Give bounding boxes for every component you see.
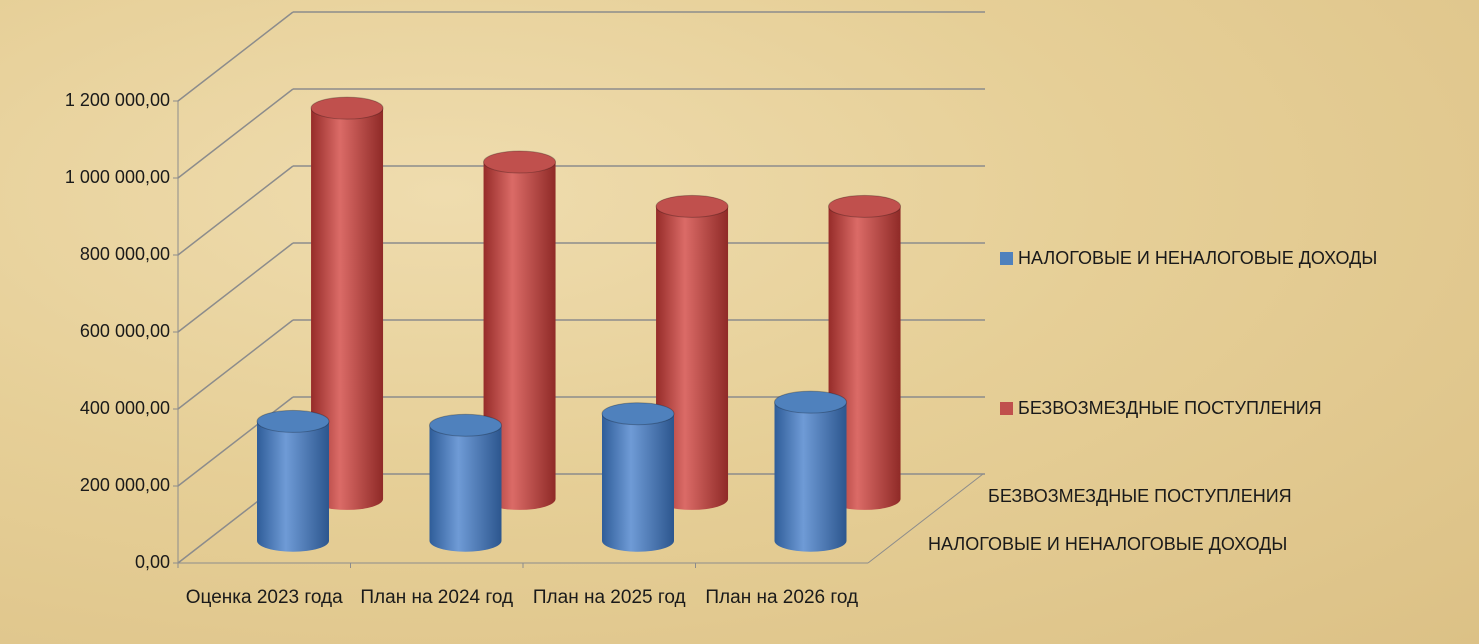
cylinder	[483, 150, 557, 510]
cylinder-body	[257, 421, 329, 552]
depth-label: НАЛОГОВЫЕ И НЕНАЛОГОВЫЕ ДОХОДЫ	[928, 534, 1287, 554]
cylinder	[828, 194, 902, 510]
legend-label: НАЛОГОВЫЕ И НЕНАЛОГОВЫЕ ДОХОДЫ	[1018, 248, 1377, 268]
cylinder-top	[601, 402, 675, 426]
y-tick-label: 600 000,00	[80, 321, 170, 341]
grid-line	[177, 165, 294, 256]
cylinder	[256, 409, 330, 552]
cylinder	[310, 96, 384, 510]
grid-line	[177, 88, 294, 179]
cylinder-top	[310, 96, 384, 120]
cylinder-top	[483, 150, 557, 174]
x-tick-label: План на 2024 год	[360, 587, 514, 608]
y-tick-label: 800 000,00	[80, 244, 170, 264]
depth-label: БЕЗВОЗМЕЗДНЫЕ ПОСТУПЛЕНИЯ	[988, 486, 1292, 506]
cylinder-body	[429, 425, 502, 552]
cylinder-top	[828, 194, 902, 218]
legend-label: БЕЗВОЗМЕЗДНЫЕ ПОСТУПЛЕНИЯ	[1018, 398, 1322, 418]
y-tick-label: 1 200 000,00	[65, 90, 170, 110]
cylinder	[601, 402, 675, 552]
legend-swatch	[1000, 252, 1013, 265]
cylinder-body	[483, 162, 556, 510]
y-tick-label: 1 000 000,00	[65, 167, 170, 187]
cylinder	[429, 413, 502, 552]
cylinder-top	[774, 390, 847, 414]
grid-line	[177, 11, 294, 102]
cylinder-top	[256, 409, 330, 433]
x-tick-label: План на 2025 год	[532, 587, 686, 608]
cylinder	[774, 390, 847, 552]
legend-swatch	[1000, 402, 1013, 415]
y-tick-label: 400 000,00	[80, 398, 170, 418]
cylinder-body	[656, 206, 729, 510]
cylinder-body	[828, 206, 901, 510]
cylinder-body	[311, 108, 384, 510]
cylinder	[655, 194, 729, 510]
floor-edge	[867, 473, 984, 564]
x-tick-label: Оценка 2023 года	[185, 587, 343, 608]
cylinder-top	[429, 413, 502, 437]
x-tick-label: План на 2026 год	[705, 587, 859, 608]
cylinder-body	[602, 413, 674, 552]
y-tick-label: 0,00	[135, 552, 170, 572]
grid-line	[177, 396, 294, 487]
cylinder-top	[655, 194, 729, 218]
grid-line	[177, 319, 294, 410]
cylinder-body	[774, 402, 847, 552]
y-tick-label: 200 000,00	[80, 475, 170, 495]
grid-line	[177, 242, 294, 333]
